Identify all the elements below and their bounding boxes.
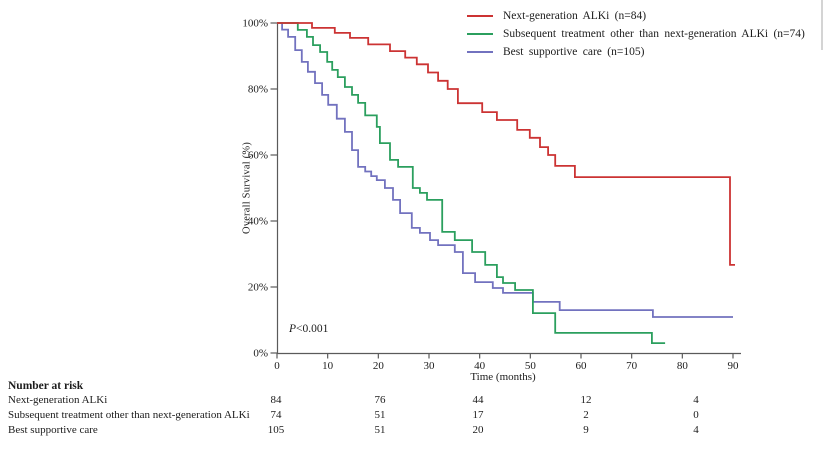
x-tick-label: 50 [525, 360, 537, 372]
legend-line-swatch [467, 33, 493, 35]
risk-row-label: Best supportive care [8, 424, 98, 436]
risk-count: 105 [267, 424, 285, 436]
legend: Next-generation ALKi (n=84) Subsequent tr… [467, 7, 805, 61]
risk-count: 84 [270, 394, 282, 406]
y-tick-label: 20% [248, 282, 268, 294]
screen-edge-artifact [821, 0, 823, 50]
risk-count: 20 [472, 424, 484, 436]
legend-label: Best supportive care (n=105) [503, 46, 645, 58]
risk-count: 9 [583, 424, 589, 436]
risk-count: 4 [693, 424, 699, 436]
risk-count: 74 [270, 409, 282, 421]
survival-curve-3 [277, 22, 733, 318]
survival-curve-2 [277, 22, 666, 344]
x-tick-label: 30 [424, 360, 436, 372]
x-tick-label: 70 [626, 360, 638, 372]
risk-count: 12 [580, 394, 592, 406]
y-axis-title: Overall Survival (%) [241, 141, 253, 235]
p-value-text: <0.001 [296, 323, 329, 335]
risk-count: 4 [693, 394, 699, 406]
x-tick-label: 80 [677, 360, 689, 372]
legend-line-swatch [467, 51, 493, 53]
x-axis-title: Time (months) [470, 371, 536, 383]
y-tick-label: 100% [242, 18, 268, 30]
risk-count: 0 [693, 409, 699, 421]
x-tick-label: 40 [474, 360, 486, 372]
risk-row-label: Subsequent treatment other than next-gen… [8, 409, 250, 421]
x-tick-label: 0 [274, 360, 280, 372]
risk-count: 76 [374, 394, 386, 406]
risk-count: 44 [472, 394, 484, 406]
survival-curve-1 [277, 22, 735, 266]
y-tick-label: 60% [248, 150, 268, 162]
x-tick-label: 60 [576, 360, 588, 372]
legend-line-swatch [467, 15, 493, 17]
p-value-annotation: P<0.001 [289, 323, 328, 335]
risk-count: 51 [374, 409, 386, 421]
y-tick-label: 40% [248, 216, 268, 228]
legend-label: Subsequent treatment other than next-gen… [503, 28, 805, 40]
x-tick-label: 10 [322, 360, 334, 372]
x-tick-label: 20 [373, 360, 385, 372]
legend-item: Best supportive care (n=105) [467, 43, 805, 61]
x-tick-label: 90 [728, 360, 740, 372]
risk-count: 2 [583, 409, 589, 421]
legend-item: Next-generation ALKi (n=84) [467, 7, 805, 25]
risk-row-label: Next-generation ALKi [8, 394, 108, 406]
risk-count: 51 [374, 424, 386, 436]
legend-label: Next-generation ALKi (n=84) [503, 10, 647, 22]
y-tick-label: 80% [248, 84, 268, 96]
legend-item: Subsequent treatment other than next-gen… [467, 25, 805, 43]
p-value-symbol: P [289, 323, 297, 335]
risk-table-title: Number at risk [8, 380, 84, 392]
y-tick-label: 0% [253, 348, 268, 360]
risk-count: 17 [472, 409, 484, 421]
